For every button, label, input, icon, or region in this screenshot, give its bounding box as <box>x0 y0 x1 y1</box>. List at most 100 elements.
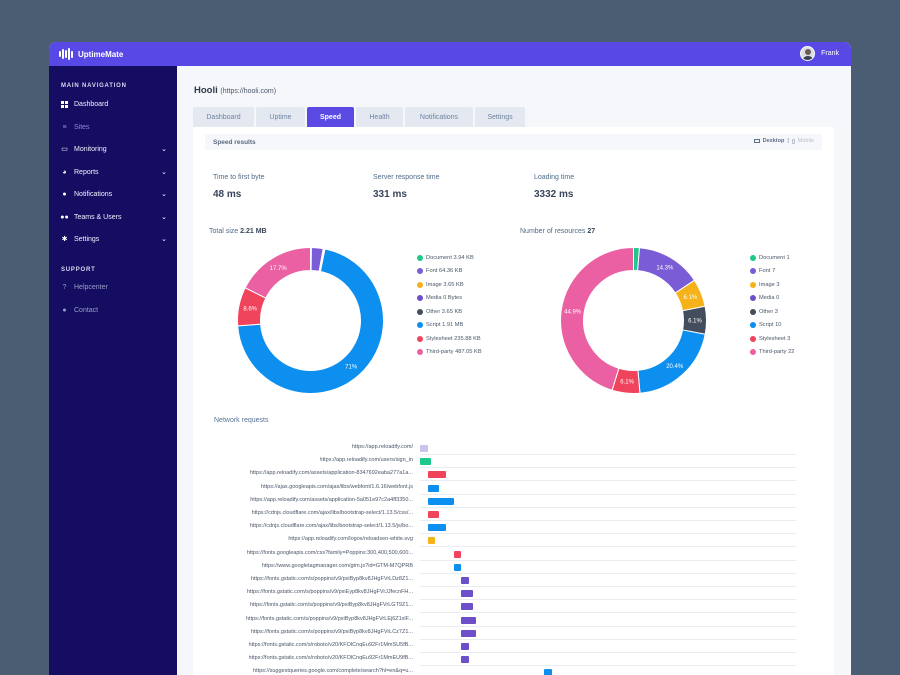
legend-swatch <box>750 308 756 315</box>
metric-label-ttfb: Time to first byte <box>213 174 265 181</box>
sidebar-item-reports[interactable]: ◕ Reports ⌄ <box>61 165 167 179</box>
network-request-row[interactable]: https://fonts.gstatic.com/s/roboto/v20/K… <box>193 653 834 667</box>
legend-swatch <box>417 281 423 288</box>
legend-item[interactable]: Image 3.65 KB <box>417 278 482 292</box>
legend-item[interactable]: Document 1 <box>750 251 794 265</box>
legend-label: Media 0 <box>759 295 780 302</box>
request-timing-bar[interactable] <box>461 643 469 650</box>
tab-health[interactable]: Health <box>356 107 403 127</box>
network-request-row[interactable]: https://app.reloadify.com/logos/reloadse… <box>193 534 834 548</box>
tab-dashboard[interactable]: Dashboard <box>193 107 254 127</box>
tab-settings[interactable]: Settings <box>475 107 525 127</box>
legend-item[interactable]: Stylesheet 3 <box>750 332 794 346</box>
sidebar-item-monitoring[interactable]: ▭ Monitoring ⌄ <box>61 142 167 156</box>
sidebar-item-dashboard[interactable]: Dashboard <box>61 97 167 111</box>
sidebar-item-contact[interactable]: ● Contact <box>61 303 167 317</box>
legend-label: Other 3.65 KB <box>426 308 463 315</box>
legend-label: Stylesheet 3 <box>759 335 791 342</box>
request-timing-bar[interactable] <box>427 484 439 492</box>
legend-item[interactable]: Font 64.36 KB <box>417 265 482 279</box>
donut-slice-7[interactable] <box>560 246 634 391</box>
request-timing-bar[interactable] <box>453 550 462 558</box>
request-timing-bar[interactable] <box>420 445 428 452</box>
request-timing-bar[interactable] <box>427 537 436 545</box>
legend-item[interactable]: Script 1.91 MB <box>417 319 482 333</box>
legend-item[interactable]: Stylesheet 235.88 KB <box>417 332 482 346</box>
legend-label: Third-party 22 <box>759 349 795 356</box>
network-request-row[interactable]: https://fonts.gstatic.com/s/poppins/v9/p… <box>193 627 834 640</box>
row-divider <box>420 546 796 548</box>
legend-swatch <box>750 335 756 342</box>
network-request-row[interactable]: https://fonts.gstatic.com/s/poppins/v9/p… <box>193 574 834 587</box>
app-name: UptimeMate <box>78 49 124 59</box>
sidebar-item-label: Contact <box>74 306 99 314</box>
legend-item[interactable]: Document 3.94 KB <box>417 251 482 265</box>
network-request-row[interactable]: https://app.reloadify.com/assets/applica… <box>193 468 834 482</box>
sidebar-item-notifications[interactable]: ● Notifications ⌄ <box>61 187 167 201</box>
request-timing-bar[interactable] <box>544 669 552 675</box>
network-request-row[interactable]: https://fonts.gstatic.com/s/poppins/v9/p… <box>193 614 834 627</box>
request-url: https://app.reloadify.com/assets/applica… <box>250 496 413 503</box>
network-request-row[interactable]: https://fonts.gstatic.com/s/roboto/v20/K… <box>193 640 834 653</box>
legend-item[interactable]: Image 3 <box>750 278 794 292</box>
legend-item[interactable]: Script 10 <box>750 319 794 333</box>
request-timing-bar[interactable] <box>461 590 473 598</box>
legend-swatch <box>417 295 423 302</box>
request-timing-bar[interactable] <box>461 577 469 584</box>
legend-item[interactable]: Font 7 <box>750 265 794 279</box>
sidebar-item-teams-users[interactable]: ●● Teams & Users ⌄ <box>60 210 167 224</box>
network-request-row[interactable]: https://app.reloadify.com/ <box>193 442 834 455</box>
tab-uptime[interactable]: Uptime <box>256 107 305 127</box>
network-request-row[interactable]: https://ajax.googleapis.com/ajax/libs/we… <box>193 482 834 495</box>
legend-swatch <box>417 349 423 356</box>
user-menu[interactable]: Frank <box>800 46 839 61</box>
legend-label: Media 0 Bytes <box>426 295 463 302</box>
request-timing-bar[interactable] <box>420 458 432 466</box>
legend-label: Document 1 <box>759 254 790 261</box>
request-timing-bar[interactable] <box>461 629 477 637</box>
donut-slice-5[interactable] <box>237 248 384 394</box>
tab-notifications[interactable]: Notifications <box>405 107 473 127</box>
donut-slice-5[interactable] <box>637 329 706 394</box>
network-request-row[interactable]: https://app.reloadify.com/assets/applica… <box>193 495 834 508</box>
request-timing-bar[interactable] <box>453 563 462 571</box>
metric-label-server-response: Server response time <box>373 174 440 181</box>
avatar[interactable] <box>800 46 816 61</box>
request-timing-bar[interactable] <box>427 497 454 505</box>
sidebar-item-sites[interactable]: ≡ Sites <box>61 120 167 134</box>
network-request-row[interactable]: https://fonts.gstatic.com/s/poppins/v9/p… <box>193 600 834 614</box>
device-desktop[interactable]: Desktop <box>762 138 785 144</box>
network-request-row[interactable]: https://app.reloadify.com/users/sign_in <box>193 455 834 469</box>
request-timing-bar[interactable] <box>427 524 447 532</box>
request-url: https://fonts.gstatic.com/s/poppins/v9/p… <box>250 576 413 582</box>
request-timing-bar[interactable] <box>461 603 473 611</box>
legend-item[interactable]: Other 3.65 KB <box>417 305 482 319</box>
user-name[interactable]: Frank <box>821 50 839 57</box>
request-url: https://app.reloadify.com/ <box>351 444 413 450</box>
legend-item[interactable]: Other 3 <box>750 305 794 319</box>
request-timing-bar[interactable] <box>461 616 477 624</box>
sidebar-item-settings[interactable]: ✱ Settings ⌄ <box>61 232 167 246</box>
sidebar-item-label: Teams & Users <box>74 213 122 221</box>
network-request-row[interactable]: https://cdnjs.cloudflare.com/ajax/libs/b… <box>193 508 834 521</box>
tab-speed[interactable]: Speed <box>307 107 354 127</box>
sidebar-item-helpcenter[interactable]: ? Helpcenter <box>61 280 167 294</box>
legend-swatch <box>750 281 756 288</box>
network-request-row[interactable]: https://fonts.googleapis.com/css?family=… <box>193 548 834 561</box>
network-request-row[interactable]: https://cdnjs.cloudflare.com/ajax/libs/b… <box>193 521 834 535</box>
request-timing-bar[interactable] <box>461 656 469 664</box>
donut-data-label: 14.3% <box>656 266 674 272</box>
legend-item[interactable]: Third-party 487.05 KB <box>417 346 482 360</box>
network-request-row[interactable]: https://suggestqueries.google.com/comple… <box>193 666 834 675</box>
network-request-row[interactable]: https://fonts.gstatic.com/s/poppins/v9/p… <box>193 587 834 601</box>
legend-item[interactable]: Media 0 Bytes <box>417 292 482 306</box>
legend-item[interactable]: Third-party 22 <box>750 346 794 360</box>
chevron-down-icon: ⌄ <box>161 236 167 243</box>
sidebar-item-label: Notifications <box>74 190 113 198</box>
donut-slice-7[interactable] <box>244 246 311 299</box>
device-mobile[interactable]: Mobile <box>797 138 814 144</box>
legend-item[interactable]: Media 0 <box>750 292 794 306</box>
network-request-row[interactable]: https://www.googletagmanager.com/gtm.js?… <box>193 561 834 574</box>
request-timing-bar[interactable] <box>427 471 447 479</box>
request-timing-bar[interactable] <box>427 511 439 518</box>
